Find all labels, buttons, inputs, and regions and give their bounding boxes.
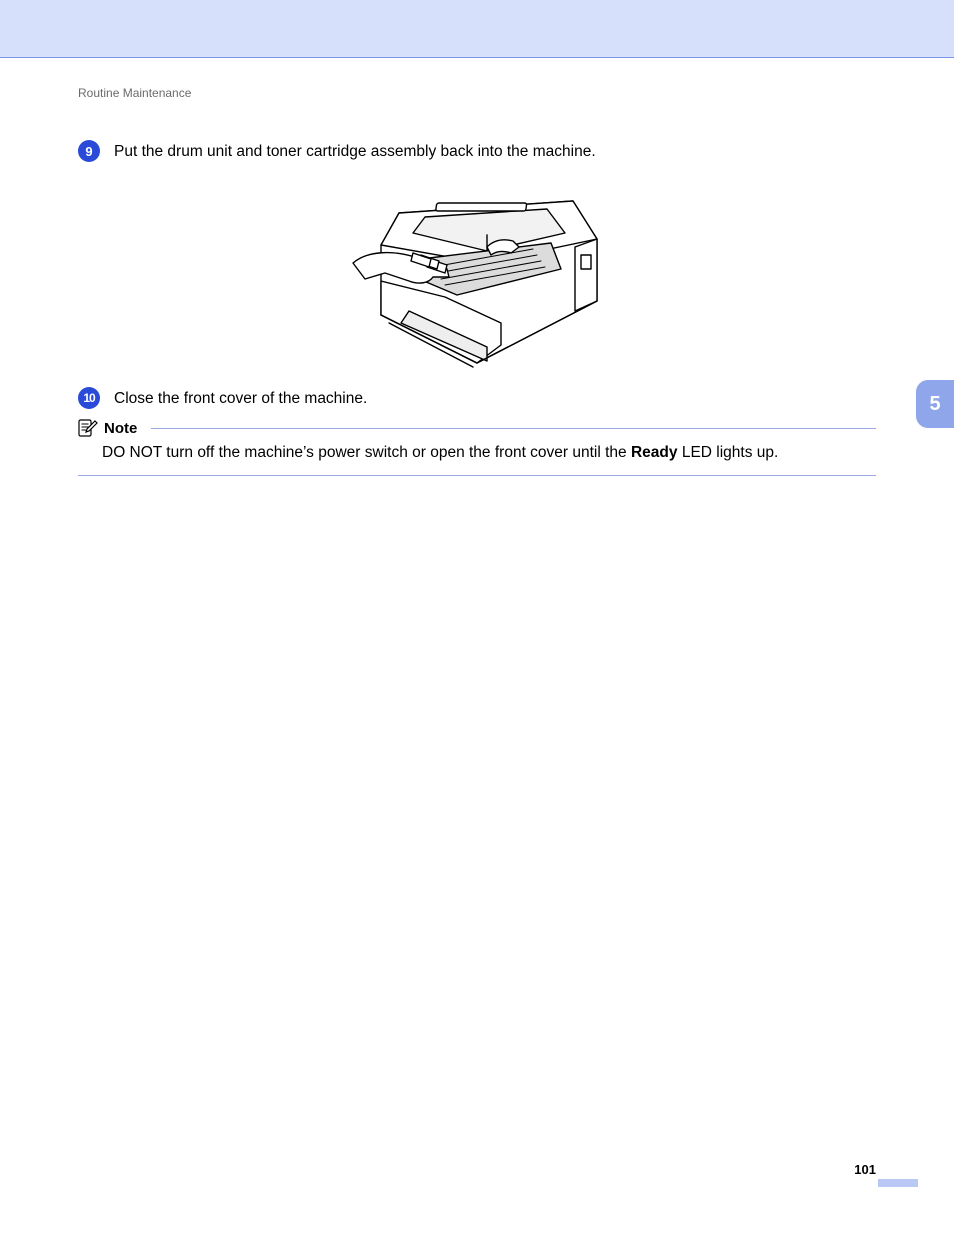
note-body-prefix: DO NOT turn off the machine’s power swit… bbox=[102, 444, 631, 461]
step-number-badge: 9 bbox=[78, 140, 100, 162]
page-content: Routine Maintenance 9 Put the drum unit … bbox=[0, 58, 954, 476]
section-header: Routine Maintenance bbox=[78, 86, 876, 100]
note-body-bold: Ready bbox=[631, 444, 678, 461]
note-label: Note bbox=[104, 420, 137, 437]
step-9: 9 Put the drum unit and toner cartridge … bbox=[78, 140, 876, 163]
step-text: Close the front cover of the machine. bbox=[114, 387, 367, 410]
note-body-suffix: LED lights up. bbox=[678, 444, 779, 461]
note-body: DO NOT turn off the machine’s power swit… bbox=[78, 437, 876, 474]
printer-illustration bbox=[78, 173, 876, 373]
step-text: Put the drum unit and toner cartridge as… bbox=[114, 140, 596, 163]
step-number-badge: 10 bbox=[78, 387, 100, 409]
top-banner bbox=[0, 0, 954, 58]
chapter-tab: 5 bbox=[916, 380, 954, 428]
note-bottom-rule bbox=[78, 475, 876, 476]
step-10: 10 Close the front cover of the machine. bbox=[78, 387, 876, 410]
note-block: Note DO NOT turn off the machine’s power… bbox=[78, 419, 876, 475]
page-accent bbox=[878, 1179, 918, 1187]
note-icon bbox=[78, 419, 98, 437]
page-number: 101 bbox=[854, 1162, 876, 1177]
printer-svg bbox=[337, 173, 617, 373]
note-rule bbox=[151, 428, 876, 429]
note-heading: Note bbox=[78, 419, 876, 437]
